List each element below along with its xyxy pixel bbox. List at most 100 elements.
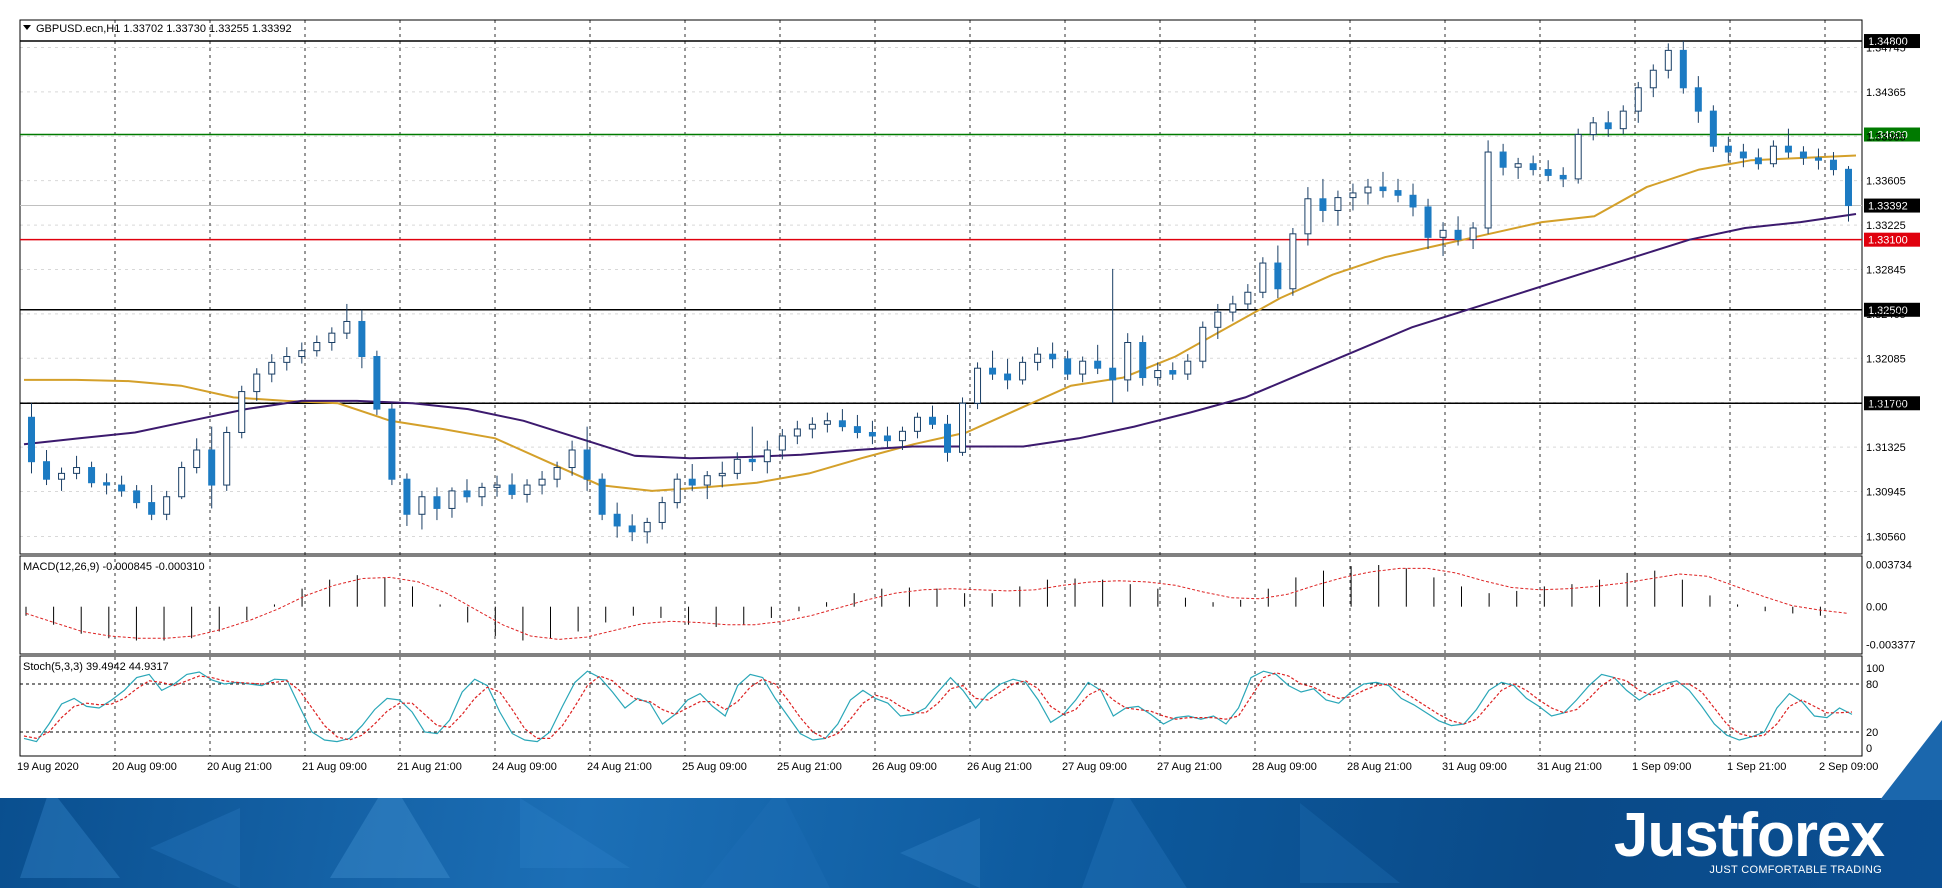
candle-body <box>73 467 81 474</box>
candle-body <box>1829 159 1837 171</box>
candle-body <box>823 420 831 425</box>
stoch-y-tick-label: 20 <box>1866 727 1878 739</box>
level-tag-label: 1.34000 <box>1868 130 1908 142</box>
brand-banner: Justforex JUST COMFORTABLE TRADING <box>0 798 1942 888</box>
stochastic-series <box>23 670 1853 743</box>
level-tag <box>1864 396 1920 411</box>
candle-body <box>328 332 336 344</box>
candle-body <box>1079 360 1087 375</box>
x-tick-label: 31 Aug 09:00 <box>1442 761 1507 773</box>
y-tick-label: 1.33605 <box>1866 176 1906 188</box>
x-tick-label: 21 Aug 09:00 <box>302 761 367 773</box>
x-tick-label: 1 Sep 09:00 <box>1632 761 1691 773</box>
level-tag <box>1864 302 1920 317</box>
candle-body <box>118 484 126 492</box>
banner-shape <box>900 818 980 888</box>
candle-body <box>178 467 186 498</box>
macd-title: MACD(12,26,9) -0.000845 -0.000310 <box>23 561 205 573</box>
stoch-panel-frame <box>19 655 1863 757</box>
level-tag <box>1864 232 1920 247</box>
candle-body <box>1499 151 1507 168</box>
candle-body <box>238 391 246 433</box>
candle-body <box>598 478 606 515</box>
candle-body <box>1754 157 1762 165</box>
x-tick-label: 26 Aug 21:00 <box>967 761 1032 773</box>
candle-body <box>553 467 561 480</box>
macd-y-tick-label: 0.00 <box>1866 602 1887 614</box>
candle-body <box>1814 157 1822 161</box>
candle-body <box>1844 168 1852 207</box>
x-tick-label: 27 Aug 09:00 <box>1062 761 1127 773</box>
candle-body <box>493 484 501 488</box>
x-tick-label: 31 Aug 21:00 <box>1537 761 1602 773</box>
level-tag-label: 1.31700 <box>1868 398 1908 410</box>
candle-body <box>1004 373 1012 381</box>
level-tag <box>1864 127 1920 142</box>
candle-body <box>1169 370 1177 375</box>
x-tick-label: 2 Sep 09:00 <box>1819 761 1878 773</box>
candle-body <box>748 458 756 463</box>
candle-body <box>1439 229 1447 238</box>
candle-body <box>58 472 66 480</box>
level-tag-label: 1.33392 <box>1868 201 1908 213</box>
candle-body <box>1364 186 1372 194</box>
candle-body <box>268 361 276 375</box>
candle-body <box>403 478 411 515</box>
candle-body <box>193 449 201 469</box>
candle-body <box>1244 291 1252 305</box>
candle-body <box>1649 69 1657 89</box>
x-tick-label: 26 Aug 09:00 <box>872 761 937 773</box>
candlestick-series <box>28 41 1852 544</box>
candle-body <box>1304 198 1312 235</box>
banner-shape <box>520 798 630 868</box>
macd-y-tick-label: 0.003734 <box>1866 560 1912 572</box>
y-tick-label: 1.31325 <box>1866 442 1906 454</box>
candle-body <box>1049 353 1057 360</box>
x-tick-label: 20 Aug 21:00 <box>207 761 272 773</box>
candle-body <box>763 449 771 463</box>
candle-body <box>1394 190 1402 196</box>
candle-body <box>1274 262 1282 290</box>
candle-body <box>643 521 651 533</box>
candle-body <box>974 367 982 404</box>
candle-body <box>1544 169 1552 176</box>
horizontal-levels[interactable]: 1.34800 1.34000 1.33392 1.33100 1.32500 1.317… <box>20 34 1920 411</box>
candle-body <box>1694 87 1702 112</box>
candle-body <box>1094 360 1102 369</box>
y-tick-label: 1.33225 <box>1866 220 1906 232</box>
stoch-y-tick-label: 80 <box>1866 679 1878 691</box>
y-tick-label: 1.30945 <box>1866 486 1906 498</box>
candle-body <box>718 472 726 477</box>
dropdown-triangle-icon[interactable] <box>23 25 31 30</box>
stoch-y-tick-label: 100 <box>1866 663 1884 675</box>
candle-body <box>208 449 216 486</box>
candle-body <box>959 402 967 453</box>
candle-body <box>883 435 891 442</box>
candle-body <box>778 435 786 451</box>
candle-body <box>28 416 36 463</box>
x-tick-label: 24 Aug 09:00 <box>492 761 557 773</box>
candle-body <box>1034 353 1042 363</box>
candle-body <box>358 320 366 358</box>
y-tick-label: 1.32465 <box>1866 309 1906 321</box>
candle-body <box>1559 174 1567 180</box>
candle-body <box>463 490 471 498</box>
candle-body <box>1139 342 1147 379</box>
candle-body <box>658 502 666 523</box>
candle-body <box>1709 110 1717 147</box>
candle-body <box>838 420 846 428</box>
banner-shape <box>700 798 830 888</box>
macd-series <box>25 565 1849 641</box>
candle-body <box>733 458 741 474</box>
candle-body <box>1289 233 1297 290</box>
justforex-logo: Justforex <box>1613 801 1885 870</box>
grid <box>20 20 1862 756</box>
candle-body <box>1109 367 1117 381</box>
candle-body <box>1799 151 1807 159</box>
candle-body <box>1064 358 1072 375</box>
candle-body <box>1214 311 1222 328</box>
candle-body <box>1259 262 1267 293</box>
candle-body <box>868 431 876 437</box>
moving-averages <box>23 154 1857 492</box>
candle-body <box>944 423 952 453</box>
